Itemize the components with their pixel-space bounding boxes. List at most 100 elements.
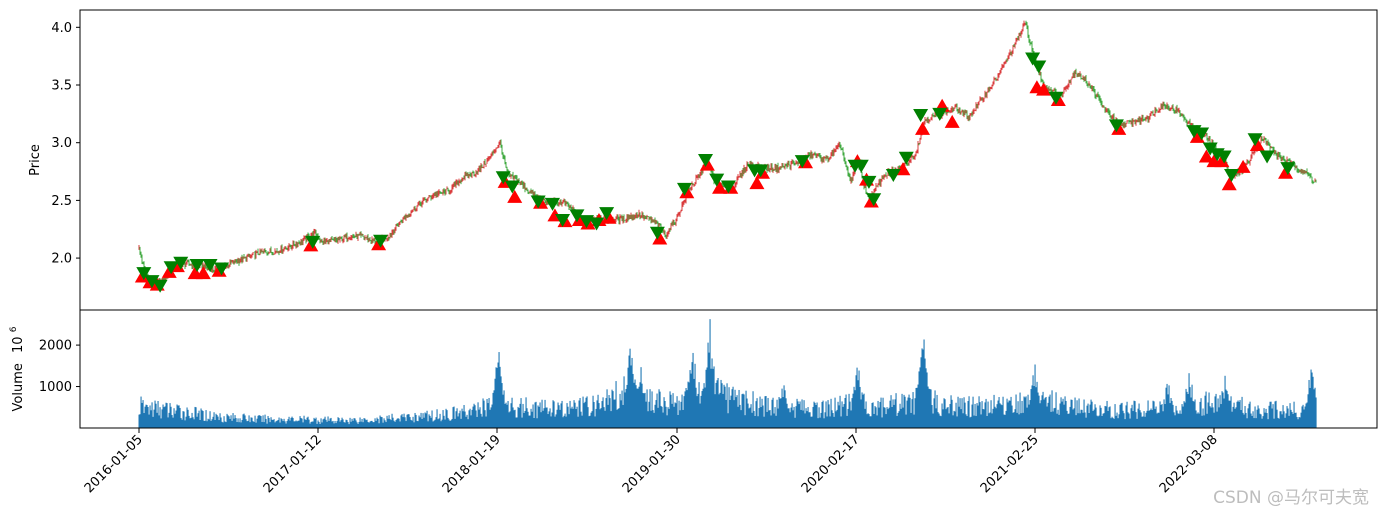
volume-bar (1238, 401, 1240, 428)
volume-bar (483, 400, 485, 428)
volume-bar (714, 394, 716, 428)
sell-signal-marker (932, 107, 948, 121)
volume-bar (934, 390, 936, 428)
volume-bar (564, 413, 566, 428)
volume-bar (226, 413, 228, 428)
volume-bar (1016, 412, 1018, 428)
volume-bar (520, 398, 522, 428)
volume-bar (1246, 418, 1248, 428)
volume-bar (346, 420, 348, 428)
volume-bar (1072, 409, 1074, 428)
volume-bar (1044, 397, 1046, 428)
volume-bar (450, 420, 452, 428)
volume-bar (1034, 364, 1036, 428)
volume-bar (1292, 413, 1294, 428)
volume-bar (505, 402, 507, 428)
volume-bar (676, 396, 678, 428)
volume-bar (1206, 413, 1208, 428)
volume-bar (924, 358, 926, 428)
volume-bar (311, 421, 313, 428)
volume-bar (307, 416, 309, 428)
volume-bar (1256, 409, 1258, 428)
volume-bar (1085, 417, 1087, 428)
volume-bar (636, 388, 638, 428)
volume-bar (954, 411, 956, 428)
volume-bar (1199, 401, 1201, 428)
volume-bar (1014, 409, 1016, 428)
volume-bar (1294, 412, 1296, 428)
volume-bar (669, 391, 671, 428)
volume-bar (356, 422, 358, 428)
volume-bar (1202, 408, 1204, 428)
volume-bar (1255, 418, 1257, 428)
volume-bar (1232, 406, 1234, 428)
volume-bar (711, 358, 713, 428)
volume-bar (459, 410, 461, 428)
volume-bar (333, 423, 335, 428)
volume-bar (274, 422, 276, 428)
volume-bar (352, 420, 354, 428)
volume-bar (1131, 404, 1133, 428)
volume-bar (1080, 409, 1082, 428)
volume-bar (629, 348, 631, 428)
volume-bar (762, 405, 764, 428)
volume-bar (409, 417, 411, 428)
volume-bar (966, 416, 968, 428)
volume-bar (872, 402, 874, 428)
volume-bar (870, 416, 872, 428)
volume-bar (498, 352, 500, 428)
volume-bar (656, 393, 658, 428)
volume-bar (1098, 415, 1100, 428)
volume-y-axis-label: Volume 10 6 (9, 326, 26, 411)
volume-bar (1161, 404, 1163, 428)
sell-signal-marker (144, 275, 160, 289)
volume-bar (256, 418, 258, 428)
volume-bar (217, 416, 219, 428)
volume-bar (533, 418, 535, 428)
volume-bar (1113, 418, 1115, 428)
volume-bar (1313, 389, 1315, 428)
volume-bar (262, 415, 264, 428)
volume-bar (665, 406, 667, 428)
volume-bar (138, 414, 140, 428)
volume-bar (1210, 407, 1212, 428)
volume-bar (992, 408, 994, 428)
volume-bar (776, 399, 778, 428)
volume-bar (1039, 403, 1041, 428)
volume-bar (1306, 402, 1308, 428)
volume-bar (1073, 408, 1075, 428)
volume-bar (861, 392, 863, 428)
sell-signal-marker (1031, 60, 1047, 74)
volume-bar (819, 417, 821, 428)
volume-bar (755, 401, 757, 428)
volume-bar (814, 402, 816, 428)
volume-bar (390, 420, 392, 428)
buy-signal-marker (652, 231, 668, 245)
volume-bar (1242, 412, 1244, 428)
volume-bar (610, 411, 612, 428)
price-y-axis-label: Price (28, 144, 43, 176)
volume-bar (470, 415, 472, 428)
volume-bar (427, 421, 429, 428)
volume-bar (936, 394, 938, 428)
volume-bar (737, 406, 739, 428)
buy-signal-marker (749, 176, 765, 190)
volume-bar (1275, 400, 1277, 428)
volume-bar (234, 415, 236, 428)
volume-bar (747, 403, 749, 428)
volume-bar (695, 387, 697, 428)
volume-bar (210, 420, 212, 428)
volume-bar (734, 389, 736, 428)
volume-bar (642, 392, 644, 428)
volume-bar (659, 391, 661, 428)
volume-bar (871, 402, 873, 428)
volume-bar (1054, 407, 1056, 428)
volume-bar (221, 421, 223, 428)
volume-bar (951, 399, 953, 428)
volume-bar (1053, 408, 1055, 428)
volume-bar (1025, 396, 1027, 428)
volume-bar (1129, 418, 1131, 428)
volume-bar (294, 421, 296, 428)
volume-bar (749, 407, 751, 428)
volume-bar (854, 390, 856, 428)
